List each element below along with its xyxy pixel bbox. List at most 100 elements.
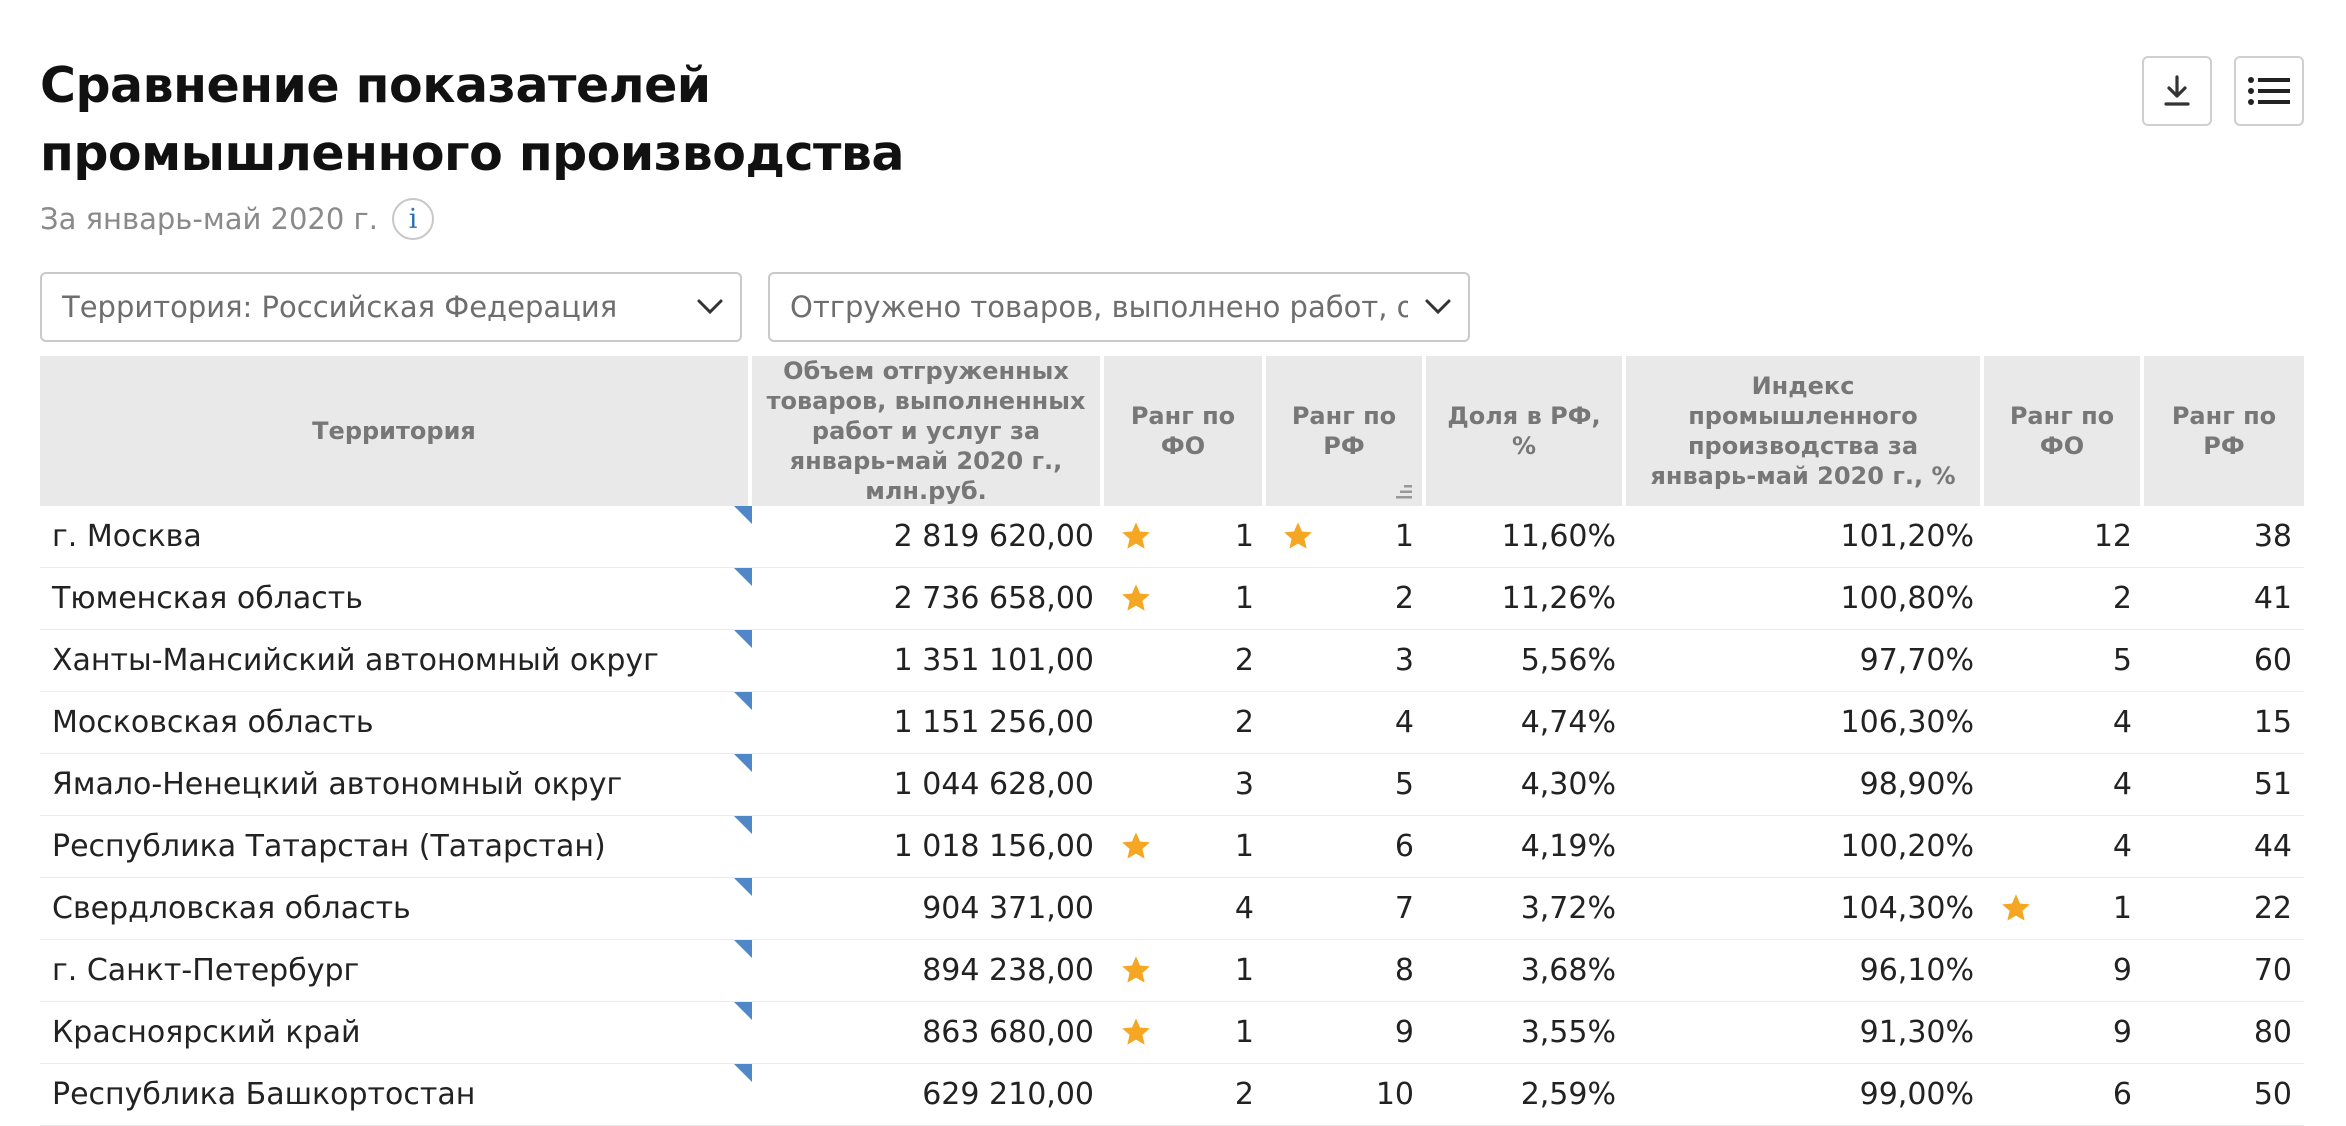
table-row[interactable]: Свердловская область 904 371,00 4 7 3,72% 104… <box>40 878 2304 940</box>
index-rank-fo-cell-value: 12 <box>2093 519 2132 554</box>
volume-cell: 894 238,00 <box>752 940 1104 1002</box>
table-row[interactable]: Тюменская область 2 736 658,00 1 2 11,26% 100… <box>40 568 2304 630</box>
column-header-rank-fo[interactable]: Ранг по ФО <box>1104 356 1266 506</box>
info-icon[interactable]: i <box>392 198 435 240</box>
download-button[interactable] <box>2142 56 2212 126</box>
volume-cell-value: 2 736 658,00 <box>893 581 1094 616</box>
rank-rf-cell: 10 <box>1266 1064 1426 1126</box>
rank-rf-cell-value: 6 <box>1394 829 1414 864</box>
volume-cell-value: 863 680,00 <box>922 1015 1094 1050</box>
column-header-volume[interactable]: Объем отгруженных товаров, выполненных р… <box>752 356 1104 506</box>
rank-rf-cell-value: 8 <box>1394 953 1414 988</box>
index-cell-value: 99,00% <box>1859 1077 1974 1112</box>
table-row[interactable]: г. Москва 2 819 620,00 1 1 11,60% 101,20% 12 38 <box>40 506 2304 568</box>
index-rank-rf-cell-value: 70 <box>2253 953 2292 988</box>
column-header-share[interactable]: Доля в РФ, % <box>1426 356 1626 506</box>
table-row[interactable]: Республика Татарстан (Татарстан) 1 018 15… <box>40 816 2304 878</box>
table-row[interactable]: Ямало-Ненецкий автономный округ 1 044 628… <box>40 754 2304 816</box>
comment-marker-icon[interactable] <box>734 940 752 958</box>
share-cell-value: 4,30% <box>1520 767 1616 802</box>
index-cell: 106,30% <box>1626 692 1984 754</box>
comparison-table: Территория Объем отгруженных товаров, вы… <box>40 356 2304 1126</box>
volume-cell: 1 044 628,00 <box>752 754 1104 816</box>
comment-marker-icon[interactable] <box>734 878 752 896</box>
index-rank-rf-cell: 15 <box>2144 692 2304 754</box>
rank-fo-cell: 1 <box>1104 506 1266 568</box>
comment-marker-icon[interactable] <box>734 754 752 772</box>
territory-cell-value: Красноярский край <box>52 1015 361 1050</box>
index-rank-rf-cell: 22 <box>2144 878 2304 940</box>
sort-icon[interactable] <box>1394 484 1414 500</box>
territory-cell-value: Ямало-Ненецкий автономный округ <box>52 767 623 802</box>
volume-cell: 1 018 156,00 <box>752 816 1104 878</box>
star-icon <box>1120 582 1152 614</box>
comment-marker-icon[interactable] <box>734 1002 752 1020</box>
column-header-index[interactable]: Индекс промышленного производства за янв… <box>1626 356 1984 506</box>
share-cell-value: 5,56% <box>1520 643 1616 678</box>
index-cell: 98,90% <box>1626 754 1984 816</box>
table-header-row: Территория Объем отгруженных товаров, вы… <box>40 356 2304 506</box>
column-header-index-rank-rf[interactable]: Ранг по РФ <box>2144 356 2304 506</box>
rank-fo-cell: 1 <box>1104 816 1266 878</box>
rank-rf-cell: 7 <box>1266 878 1426 940</box>
territory-select[interactable]: Территория: Российская Федерация <box>40 272 742 342</box>
column-header-territory[interactable]: Территория <box>40 356 752 506</box>
index-cell-value: 100,20% <box>1840 829 1974 864</box>
index-rank-rf-cell: 51 <box>2144 754 2304 816</box>
share-cell: 5,56% <box>1426 630 1626 692</box>
share-cell: 4,30% <box>1426 754 1626 816</box>
comment-marker-icon[interactable] <box>734 568 752 586</box>
index-rank-rf-cell-value: 38 <box>2253 519 2292 554</box>
territory-cell: Ямало-Ненецкий автономный округ <box>40 754 752 816</box>
rank-rf-cell-value: 2 <box>1394 581 1414 616</box>
territory-cell-value: Ханты-Мансийский автономный округ <box>52 643 659 678</box>
index-cell: 100,80% <box>1626 568 1984 630</box>
rank-rf-cell: 6 <box>1266 816 1426 878</box>
rank-rf-cell: 3 <box>1266 630 1426 692</box>
volume-cell-value: 1 351 101,00 <box>893 643 1094 678</box>
table-row[interactable]: Московская область 1 151 256,00 2 4 4,74% 106… <box>40 692 2304 754</box>
rank-rf-cell: 5 <box>1266 754 1426 816</box>
territory-cell-value: г. Санкт-Петербург <box>52 953 360 988</box>
rank-fo-cell: 4 <box>1104 878 1266 940</box>
share-cell-value: 11,60% <box>1501 519 1616 554</box>
table-row[interactable]: Красноярский край 863 680,00 1 9 3,55% 91,30%… <box>40 1002 2304 1064</box>
column-header-index-rank-fo[interactable]: Ранг по ФО <box>1984 356 2144 506</box>
star-icon <box>1120 1016 1152 1048</box>
column-header-rank-rf[interactable]: Ранг по РФ <box>1266 356 1426 506</box>
rank-rf-cell: 1 <box>1266 506 1426 568</box>
rank-rf-cell: 9 <box>1266 1002 1426 1064</box>
index-cell-value: 106,30% <box>1840 705 1974 740</box>
list-icon <box>2248 77 2290 105</box>
rank-rf-cell-value: 4 <box>1394 705 1414 740</box>
rank-fo-cell: 1 <box>1104 568 1266 630</box>
volume-cell-value: 1 018 156,00 <box>893 829 1094 864</box>
territory-cell-value: г. Москва <box>52 519 202 554</box>
menu-button[interactable] <box>2234 56 2304 126</box>
index-rank-fo-cell-value: 4 <box>2112 705 2132 740</box>
rank-rf-cell-value: 1 <box>1394 519 1414 554</box>
index-rank-fo-cell: 12 <box>1984 506 2144 568</box>
rank-fo-cell-value: 2 <box>1234 643 1254 678</box>
territory-cell-value: Тюменская область <box>52 581 363 616</box>
territory-cell-value: Республика Башкортостан <box>52 1077 476 1112</box>
share-cell-value: 11,26% <box>1501 581 1616 616</box>
index-rank-fo-cell: 9 <box>1984 940 2144 1002</box>
index-rank-fo-cell: 9 <box>1984 1002 2144 1064</box>
volume-cell: 1 151 256,00 <box>752 692 1104 754</box>
territory-cell: Московская область <box>40 692 752 754</box>
rank-fo-cell-value: 3 <box>1234 767 1254 802</box>
table-row[interactable]: Ханты-Мансийский автономный округ 1 351 1… <box>40 630 2304 692</box>
index-cell: 99,00% <box>1626 1064 1984 1126</box>
comment-marker-icon[interactable] <box>734 1064 752 1082</box>
territory-cell: Республика Татарстан (Татарстан) <box>40 816 752 878</box>
table-row[interactable]: Республика Башкортостан 629 210,00 2 10 2,59… <box>40 1064 2304 1126</box>
index-rank-fo-cell-value: 4 <box>2112 829 2132 864</box>
comment-marker-icon[interactable] <box>734 630 752 648</box>
comment-marker-icon[interactable] <box>734 816 752 834</box>
indicator-select[interactable]: Отгружено товаров, выполнено работ, оказ <box>768 272 1470 342</box>
rank-fo-cell-value: 1 <box>1234 1015 1254 1050</box>
table-row[interactable]: г. Санкт-Петербург 894 238,00 1 8 3,68% 96,10… <box>40 940 2304 1002</box>
comment-marker-icon[interactable] <box>734 506 752 524</box>
comment-marker-icon[interactable] <box>734 692 752 710</box>
